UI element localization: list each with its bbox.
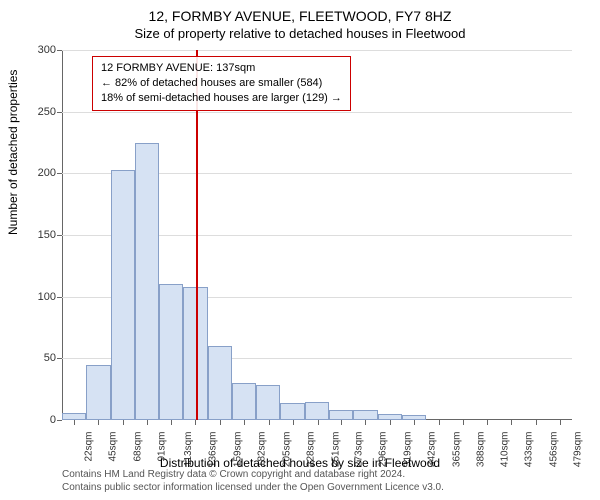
x-tick-mark xyxy=(560,420,561,425)
y-tick-label: 50 xyxy=(44,352,62,364)
x-tick-mark xyxy=(487,420,488,425)
plot-area: 12 FORMBY AVENUE: 137sqm ← 82% of detach… xyxy=(62,50,572,420)
x-tick-mark xyxy=(414,420,415,425)
x-tick-mark xyxy=(511,420,512,425)
histogram-bar xyxy=(135,143,159,421)
x-tick-mark xyxy=(463,420,464,425)
y-tick-label: 250 xyxy=(38,106,62,118)
histogram-bar xyxy=(86,365,110,421)
histogram-bar xyxy=(329,410,353,420)
histogram-bar xyxy=(111,170,135,420)
x-tick-mark xyxy=(365,420,366,425)
footer-line-1: Contains HM Land Registry data © Crown c… xyxy=(62,469,444,482)
histogram-bar xyxy=(280,403,304,420)
histogram-bar xyxy=(256,385,280,420)
histogram-bar xyxy=(232,383,256,420)
callout-line-3: 18% of semi-detached houses are larger (… xyxy=(101,91,342,106)
y-tick-label: 300 xyxy=(38,44,62,56)
histogram-bar xyxy=(305,402,329,421)
x-tick-mark xyxy=(220,420,221,425)
x-tick-mark xyxy=(341,420,342,425)
page-subtitle: Size of property relative to detached ho… xyxy=(0,24,600,45)
x-tick-mark xyxy=(536,420,537,425)
footer-line-2: Contains public sector information licen… xyxy=(62,482,444,495)
histogram-bar xyxy=(62,413,86,420)
x-tick-mark xyxy=(74,420,75,425)
histogram-bar xyxy=(208,346,232,420)
histogram-bar xyxy=(159,284,183,420)
y-gridline xyxy=(62,50,572,51)
x-tick-mark xyxy=(244,420,245,425)
callout-box: 12 FORMBY AVENUE: 137sqm ← 82% of detach… xyxy=(92,56,351,111)
x-tick-mark xyxy=(123,420,124,425)
page-title: 12, FORMBY AVENUE, FLEETWOOD, FY7 8HZ xyxy=(0,0,600,24)
y-tick-label: 0 xyxy=(50,414,62,426)
y-axis-label: Number of detached properties xyxy=(6,70,20,235)
y-tick-label: 150 xyxy=(38,229,62,241)
x-tick-mark xyxy=(147,420,148,425)
footer: Contains HM Land Registry data © Crown c… xyxy=(62,469,444,494)
x-tick-mark xyxy=(318,420,319,425)
x-tick-mark xyxy=(439,420,440,425)
histogram-bar xyxy=(353,410,377,420)
x-tick-mark xyxy=(195,420,196,425)
x-tick-mark xyxy=(269,420,270,425)
y-gridline xyxy=(62,112,572,113)
y-tick-label: 200 xyxy=(38,167,62,179)
chart-container: 12, FORMBY AVENUE, FLEETWOOD, FY7 8HZ Si… xyxy=(0,0,600,500)
x-tick-mark xyxy=(171,420,172,425)
y-tick-label: 100 xyxy=(38,291,62,303)
x-tick-mark xyxy=(98,420,99,425)
x-axis-label: Distribution of detached houses by size … xyxy=(0,456,600,470)
x-tick-mark xyxy=(390,420,391,425)
callout-line-2: ← 82% of detached houses are smaller (58… xyxy=(101,76,342,91)
x-tick-mark xyxy=(293,420,294,425)
callout-line-1: 12 FORMBY AVENUE: 137sqm xyxy=(101,61,342,76)
